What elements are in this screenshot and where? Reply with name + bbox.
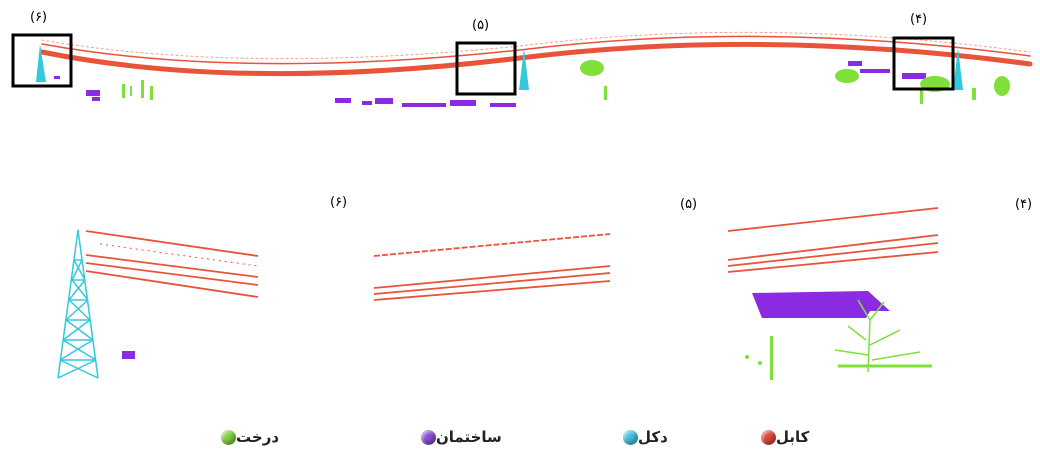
highlight-box-4 xyxy=(892,36,955,91)
legend-tower-label: دکل xyxy=(638,428,668,446)
overview-towers xyxy=(36,44,963,90)
legend-tree: درخت xyxy=(218,425,279,449)
cable-color-dot xyxy=(761,429,776,445)
overview-cables xyxy=(39,31,1033,77)
highlight-boxes xyxy=(11,33,955,96)
label-panel-5: (۵) xyxy=(680,197,698,212)
legend-cable-label: کابل xyxy=(776,428,810,446)
overview-buildings xyxy=(54,61,926,107)
tower-color-dot xyxy=(623,429,638,445)
panel-6-building xyxy=(122,351,135,359)
panel-5-cables xyxy=(373,233,611,301)
panel-4-cables xyxy=(727,207,939,273)
label-panel-4: (۴) xyxy=(1015,197,1033,212)
label-panel-6: (۶) xyxy=(330,195,348,210)
legend-cable: کابل xyxy=(758,425,809,449)
panel-6-cables xyxy=(85,230,259,298)
panel-4-tree xyxy=(745,299,932,380)
legend-tower: دکل xyxy=(620,425,668,449)
tree-color-dot xyxy=(221,429,236,445)
label-top-5: (۵) xyxy=(472,18,490,33)
panel-6-tower xyxy=(57,229,99,379)
highlight-box-5 xyxy=(455,41,517,96)
label-top-6: (۶) xyxy=(30,10,48,25)
legend-tree-label: درخت xyxy=(236,428,280,446)
legend-building: ساختمان xyxy=(418,425,502,449)
building-color-dot xyxy=(421,429,436,445)
highlight-box-6 xyxy=(11,33,73,88)
label-top-4: (۴) xyxy=(910,12,928,27)
legend-building-label: ساختمان xyxy=(436,428,502,446)
panel-4-building xyxy=(752,291,890,318)
overview-trees xyxy=(122,60,1010,104)
